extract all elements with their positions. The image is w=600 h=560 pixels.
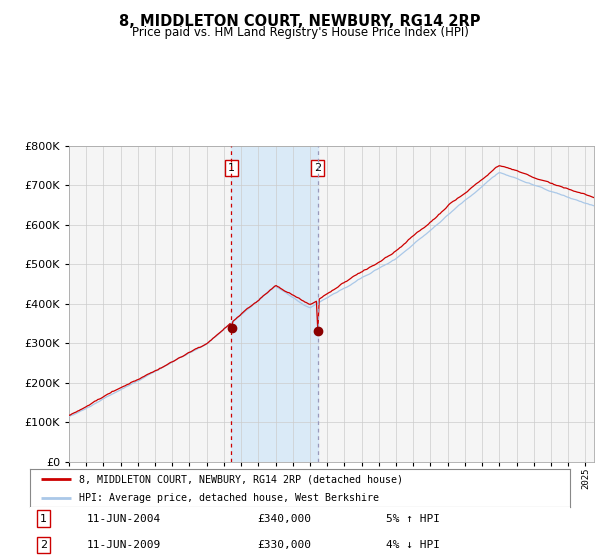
Text: 5% ↑ HPI: 5% ↑ HPI (386, 514, 440, 524)
Text: HPI: Average price, detached house, West Berkshire: HPI: Average price, detached house, West… (79, 493, 379, 503)
Text: 1: 1 (40, 514, 47, 524)
Text: 2: 2 (40, 540, 47, 550)
Text: £340,000: £340,000 (257, 514, 311, 524)
Text: 11-JUN-2004: 11-JUN-2004 (86, 514, 161, 524)
Text: 8, MIDDLETON COURT, NEWBURY, RG14 2RP: 8, MIDDLETON COURT, NEWBURY, RG14 2RP (119, 14, 481, 29)
Text: Price paid vs. HM Land Registry's House Price Index (HPI): Price paid vs. HM Land Registry's House … (131, 26, 469, 39)
Bar (232, 146, 317, 462)
Text: 11-JUN-2009: 11-JUN-2009 (86, 540, 161, 550)
Text: 2: 2 (314, 163, 321, 172)
Text: 8, MIDDLETON COURT, NEWBURY, RG14 2RP (detached house): 8, MIDDLETON COURT, NEWBURY, RG14 2RP (d… (79, 474, 403, 484)
Text: 4% ↓ HPI: 4% ↓ HPI (386, 540, 440, 550)
Text: 1: 1 (228, 163, 235, 172)
Text: £330,000: £330,000 (257, 540, 311, 550)
